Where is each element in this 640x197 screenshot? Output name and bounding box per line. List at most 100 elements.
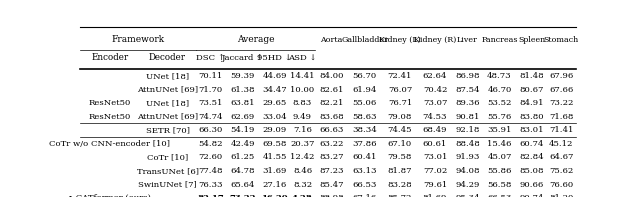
Text: 64.67: 64.67 — [549, 153, 573, 161]
Text: Spleen: Spleen — [518, 36, 545, 44]
Text: 82.17: 82.17 — [197, 194, 224, 197]
Text: 89.36: 89.36 — [455, 99, 479, 107]
Text: 88.98: 88.98 — [319, 194, 344, 197]
Text: Pancreas: Pancreas — [481, 36, 518, 44]
Text: 34.47: 34.47 — [262, 85, 287, 94]
Text: 59.39: 59.39 — [230, 72, 255, 80]
Text: 70.42: 70.42 — [423, 85, 447, 94]
Text: 86.98: 86.98 — [455, 72, 479, 80]
Text: 27.16: 27.16 — [262, 181, 287, 189]
Text: 67.16: 67.16 — [353, 194, 377, 197]
Text: 45.12: 45.12 — [549, 140, 573, 148]
Text: 90.66: 90.66 — [520, 181, 544, 189]
Text: 56.58: 56.58 — [487, 181, 511, 189]
Text: 45.07: 45.07 — [487, 153, 511, 161]
Text: 81.69: 81.69 — [423, 194, 447, 197]
Text: Aorta: Aorta — [320, 36, 342, 44]
Text: 73.51: 73.51 — [198, 99, 223, 107]
Text: SwinUNet [7]: SwinUNet [7] — [138, 181, 197, 189]
Text: 73.07: 73.07 — [423, 99, 447, 107]
Text: Stomach: Stomach — [543, 36, 579, 44]
Text: 20.37: 20.37 — [291, 140, 315, 148]
Text: 82.21: 82.21 — [319, 99, 344, 107]
Text: 67.10: 67.10 — [388, 140, 412, 148]
Text: 83.80: 83.80 — [519, 113, 544, 121]
Text: 55.06: 55.06 — [353, 99, 377, 107]
Text: Gallbladder: Gallbladder — [341, 36, 388, 44]
Text: 94.29: 94.29 — [455, 181, 479, 189]
Text: 9.49: 9.49 — [293, 113, 312, 121]
Text: 65.64: 65.64 — [230, 181, 255, 189]
Text: 70.11: 70.11 — [198, 72, 223, 80]
Text: 67.96: 67.96 — [549, 72, 573, 80]
Text: 60.74: 60.74 — [520, 140, 544, 148]
Text: 90.74: 90.74 — [520, 194, 544, 197]
Text: 80.67: 80.67 — [520, 85, 544, 94]
Text: 76.33: 76.33 — [198, 181, 223, 189]
Text: 79.58: 79.58 — [388, 153, 412, 161]
Text: 63.81: 63.81 — [230, 99, 255, 107]
Text: 82.84: 82.84 — [519, 153, 544, 161]
Text: Kidney (R): Kidney (R) — [414, 36, 456, 44]
Text: • CATformer (ours): • CATformer (ours) — [68, 194, 151, 197]
Text: 44.69: 44.69 — [262, 72, 287, 80]
Text: 83.01: 83.01 — [519, 126, 544, 134]
Text: 95HD ↓: 95HD ↓ — [257, 54, 292, 62]
Text: 69.58: 69.58 — [262, 140, 287, 148]
Text: Liver: Liver — [457, 36, 478, 44]
Text: Framework: Framework — [111, 35, 164, 44]
Text: 60.41: 60.41 — [353, 153, 377, 161]
Text: 76.60: 76.60 — [549, 181, 573, 189]
Text: 92.18: 92.18 — [455, 126, 479, 134]
Text: 77.48: 77.48 — [198, 167, 223, 175]
Text: 61.38: 61.38 — [230, 85, 255, 94]
Text: 54.82: 54.82 — [198, 140, 223, 148]
Text: 8.32: 8.32 — [293, 181, 312, 189]
Text: AttnUNet [69]: AttnUNet [69] — [137, 85, 198, 94]
Text: 67.66: 67.66 — [549, 85, 573, 94]
Text: 61.94: 61.94 — [353, 85, 377, 94]
Text: 53.52: 53.52 — [487, 99, 511, 107]
Text: Encoder: Encoder — [91, 53, 128, 62]
Text: 16.20: 16.20 — [262, 194, 288, 197]
Text: 14.41: 14.41 — [290, 72, 315, 80]
Text: 71.70: 71.70 — [198, 85, 223, 94]
Text: SETR [70]: SETR [70] — [145, 126, 189, 134]
Text: 66.63: 66.63 — [319, 126, 344, 134]
Text: 12.42: 12.42 — [291, 153, 315, 161]
Text: 87.54: 87.54 — [455, 85, 479, 94]
Text: 48.73: 48.73 — [487, 72, 512, 80]
Text: 46.70: 46.70 — [487, 85, 511, 94]
Text: 77.02: 77.02 — [423, 167, 447, 175]
Text: UNet [18]: UNet [18] — [146, 99, 189, 107]
Text: 79.61: 79.61 — [423, 181, 447, 189]
Text: 8.83: 8.83 — [293, 99, 312, 107]
Text: CoTr w/o CNN-encoder [10]: CoTr w/o CNN-encoder [10] — [49, 140, 170, 148]
Text: 90.81: 90.81 — [455, 113, 479, 121]
Text: 82.61: 82.61 — [319, 85, 344, 94]
Text: 63.22: 63.22 — [319, 140, 344, 148]
Text: Jaccard ↑: Jaccard ↑ — [221, 54, 264, 62]
Text: 88.48: 88.48 — [455, 140, 480, 148]
Text: 95.34: 95.34 — [455, 194, 479, 197]
Text: 72.60: 72.60 — [198, 153, 223, 161]
Text: 73.22: 73.22 — [229, 194, 256, 197]
Text: 85.08: 85.08 — [519, 167, 544, 175]
Text: 84.00: 84.00 — [319, 72, 344, 80]
Text: 15.46: 15.46 — [487, 140, 511, 148]
Text: 91.93: 91.93 — [455, 153, 479, 161]
Text: 4.28: 4.28 — [292, 194, 313, 197]
Text: 54.19: 54.19 — [230, 126, 255, 134]
Text: 62.64: 62.64 — [423, 72, 447, 80]
Text: 73.01: 73.01 — [423, 153, 447, 161]
Text: 84.91: 84.91 — [519, 99, 544, 107]
Text: 66.53: 66.53 — [353, 181, 377, 189]
Text: Decoder: Decoder — [149, 53, 186, 62]
Text: Kidney (L): Kidney (L) — [379, 36, 420, 44]
Text: 10.00: 10.00 — [291, 85, 315, 94]
Text: 60.61: 60.61 — [423, 140, 447, 148]
Text: ResNet50: ResNet50 — [88, 99, 131, 107]
Text: 74.45: 74.45 — [388, 126, 412, 134]
Text: 64.78: 64.78 — [230, 167, 255, 175]
Text: AttnUNet [69]: AttnUNet [69] — [137, 113, 198, 121]
